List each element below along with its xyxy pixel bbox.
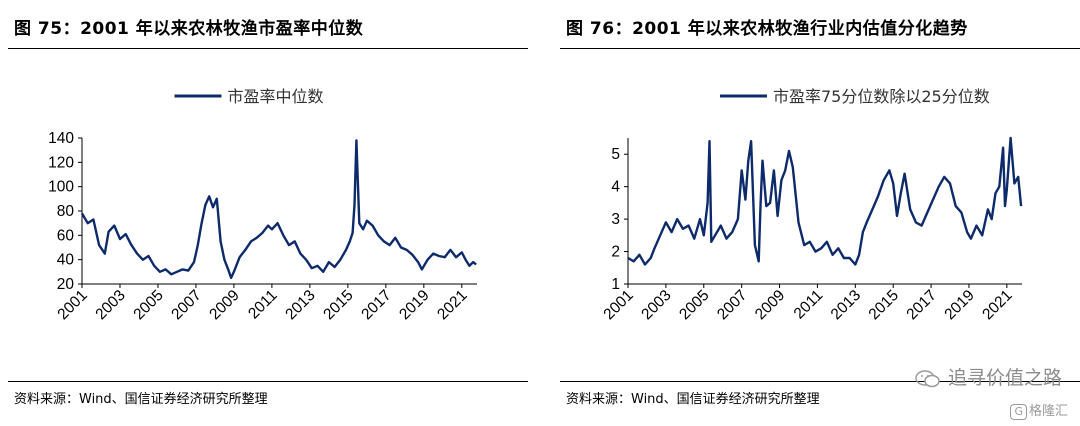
source-note: 资料来源：Wind、国信证券经济研究所整理: [566, 392, 820, 407]
x-tick-label: 2001: [600, 287, 636, 323]
x-tick-label: 2017: [904, 287, 940, 323]
series-line: [80, 139, 477, 280]
legend-label: 市盈率75分位数除以25分位数: [773, 87, 990, 106]
x-tick-label: 2009: [752, 287, 788, 323]
y-tick-label: 3: [611, 211, 620, 228]
watermark: 追寻价值之路: [914, 363, 1062, 390]
x-tick-label: 2011: [245, 287, 281, 323]
y-tick-label: 1: [611, 276, 620, 293]
source-note: 资料来源：Wind、国信证券经济研究所整理: [14, 392, 268, 407]
logo-text: 格隆汇: [1028, 404, 1068, 419]
y-tick-label: 80: [57, 203, 75, 220]
x-tick-label: 2007: [714, 287, 750, 323]
chart-panel-pe-median: 图 75：2001 年以来农林牧渔市盈率中位数 市盈率中位数 20 40 60 80 10…: [0, 0, 528, 426]
chart-title-bar: 图 76：2001 年以来农林牧渔行业内估值分化趋势: [560, 14, 1080, 49]
x-tick-label: 2005: [130, 287, 166, 323]
y-tick-label: 20: [57, 276, 75, 293]
y-tick-label: 2: [611, 244, 620, 261]
x-tick-label: 2015: [866, 287, 902, 323]
brand-logo: G 格隆汇: [1010, 400, 1068, 420]
y-tick-label: 120: [48, 154, 74, 171]
chart-title: 图 76：2001 年以来农林牧渔行业内估值分化趋势: [566, 19, 968, 39]
chart-title-bar: 图 75：2001 年以来农林牧渔市盈率中位数: [8, 14, 528, 49]
y-tick-label: 5: [611, 146, 620, 163]
x-tick-label: 2017: [358, 287, 394, 323]
legend-label: 市盈率中位数: [228, 87, 324, 106]
x-tick-label: 2021: [434, 287, 470, 323]
y-tick-label: 140: [48, 130, 74, 147]
logo-badge: G: [1010, 404, 1027, 420]
y-tick-label: 60: [57, 227, 75, 244]
footer-rule: [560, 381, 1080, 382]
chart-title: 图 75：2001 年以来农林牧渔市盈率中位数: [14, 19, 364, 39]
y-tick-label: 4: [611, 179, 620, 196]
x-tick-label: 2015: [320, 287, 356, 323]
series-line: [627, 136, 1023, 266]
x-tick-label: 2019: [396, 287, 432, 323]
x-tick-label: 2009: [206, 287, 242, 323]
x-tick-label: 2021: [979, 287, 1015, 323]
x-tick-label: 2011: [791, 287, 827, 323]
x-tick-label: 2005: [676, 287, 712, 323]
footer-rule: [8, 381, 528, 382]
x-tick-label: 2013: [282, 287, 318, 323]
x-tick-label: 2019: [941, 287, 977, 323]
valuation-ratio-chart: 市盈率75分位数除以25分位数 1 2 3 4 5 2001 2003 2005 2007 2009…: [600, 87, 1023, 323]
y-tick-label: 100: [48, 179, 74, 196]
chart-panel-valuation-divergence: 图 76：2001 年以来农林牧渔行业内估值分化趋势 市盈率75分位数除以25分…: [552, 0, 1080, 426]
y-tick-label: 40: [57, 252, 75, 269]
x-tick-label: 2003: [638, 287, 674, 323]
x-tick-label: 2003: [92, 287, 128, 323]
watermark-text: 追寻价值之路: [947, 367, 1062, 389]
wechat-icon: [915, 369, 940, 387]
x-tick-label: 2013: [828, 287, 864, 323]
x-tick-label: 2007: [168, 287, 204, 323]
